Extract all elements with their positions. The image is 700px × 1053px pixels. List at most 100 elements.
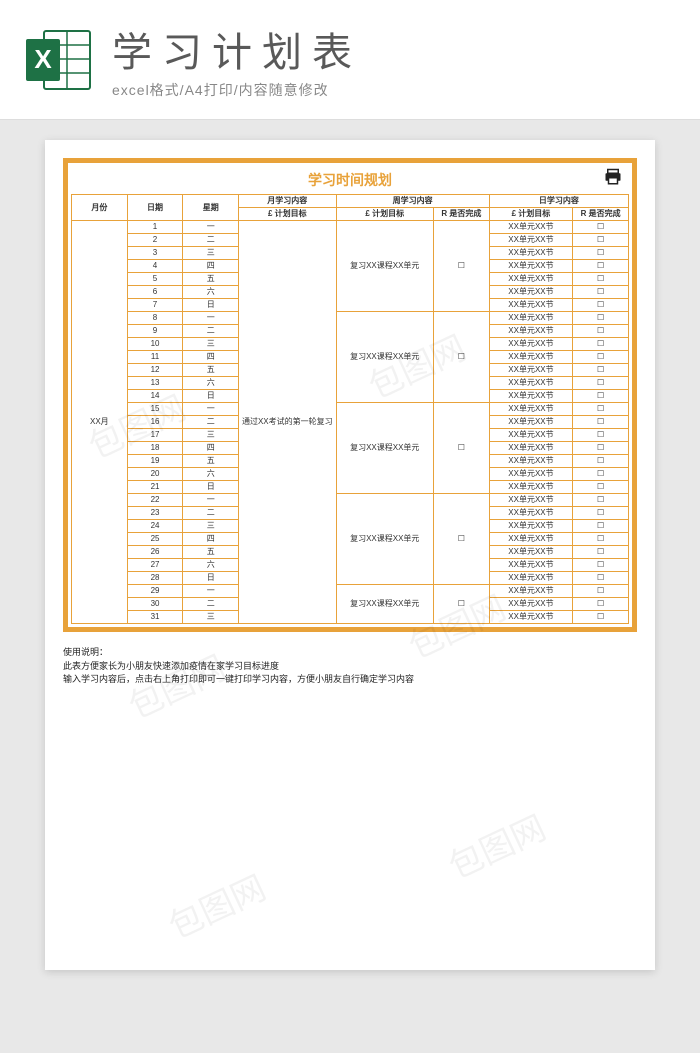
cell-day-plan[interactable]: XX单元XX节: [489, 481, 573, 494]
cell-day-done[interactable]: ☐: [573, 325, 629, 338]
cell-day-plan[interactable]: XX单元XX节: [489, 611, 573, 624]
cell-day-plan[interactable]: XX单元XX节: [489, 585, 573, 598]
th-day-group: 日学习内容: [489, 195, 628, 208]
cell-day-done[interactable]: ☐: [573, 377, 629, 390]
cell-day-done[interactable]: ☐: [573, 221, 629, 234]
cell-day-plan[interactable]: XX单元XX节: [489, 403, 573, 416]
cell-weekday: 六: [183, 377, 239, 390]
cell-date: 3: [127, 247, 183, 260]
cell-week-done[interactable]: ☐: [434, 221, 490, 312]
cell-weekday: 日: [183, 390, 239, 403]
cell-day-done[interactable]: ☐: [573, 507, 629, 520]
cell-day-done[interactable]: ☐: [573, 260, 629, 273]
cell-day-plan[interactable]: XX单元XX节: [489, 442, 573, 455]
cell-date: 5: [127, 273, 183, 286]
table-row: 15一复习XX课程XX单元☐XX单元XX节☐: [72, 403, 629, 416]
cell-day-done[interactable]: ☐: [573, 585, 629, 598]
cell-date: 22: [127, 494, 183, 507]
cell-week-plan[interactable]: 复习XX课程XX单元: [336, 312, 433, 403]
cell-day-done[interactable]: ☐: [573, 442, 629, 455]
cell-day-done[interactable]: ☐: [573, 338, 629, 351]
cell-day-plan[interactable]: XX单元XX节: [489, 364, 573, 377]
cell-month-plan[interactable]: 通过XX考试的第一轮复习: [239, 221, 336, 624]
cell-day-plan[interactable]: XX单元XX节: [489, 455, 573, 468]
cell-day-plan[interactable]: XX单元XX节: [489, 507, 573, 520]
cell-day-done[interactable]: ☐: [573, 299, 629, 312]
cell-day-done[interactable]: ☐: [573, 455, 629, 468]
cell-day-plan[interactable]: XX单元XX节: [489, 247, 573, 260]
cell-day-done[interactable]: ☐: [573, 390, 629, 403]
table-head: 月份 日期 星期 月学习内容 周学习内容 日学习内容 £ 计划目标 £ 计划目标…: [72, 195, 629, 221]
cell-day-plan[interactable]: XX单元XX节: [489, 429, 573, 442]
cell-week-plan[interactable]: 复习XX课程XX单元: [336, 494, 433, 585]
th-week-plan: £ 计划目标: [336, 208, 433, 221]
cell-day-plan[interactable]: XX单元XX节: [489, 559, 573, 572]
cell-day-done[interactable]: ☐: [573, 403, 629, 416]
cell-week-plan[interactable]: 复习XX课程XX单元: [336, 585, 433, 624]
cell-day-plan[interactable]: XX单元XX节: [489, 234, 573, 247]
cell-day-done[interactable]: ☐: [573, 351, 629, 364]
cell-week-done[interactable]: ☐: [434, 585, 490, 624]
cell-week-done[interactable]: ☐: [434, 403, 490, 494]
cell-day-done[interactable]: ☐: [573, 429, 629, 442]
cell-day-done[interactable]: ☐: [573, 416, 629, 429]
cell-day-plan[interactable]: XX单元XX节: [489, 598, 573, 611]
cell-day-plan[interactable]: XX单元XX节: [489, 494, 573, 507]
cell-week-plan[interactable]: 复习XX课程XX单元: [336, 403, 433, 494]
cell-weekday: 四: [183, 442, 239, 455]
cell-date: 8: [127, 312, 183, 325]
cell-day-done[interactable]: ☐: [573, 572, 629, 585]
cell-day-done[interactable]: ☐: [573, 468, 629, 481]
cell-weekday: 六: [183, 468, 239, 481]
cell-day-done[interactable]: ☐: [573, 247, 629, 260]
cell-day-done[interactable]: ☐: [573, 234, 629, 247]
cell-day-plan[interactable]: XX单元XX节: [489, 377, 573, 390]
cell-day-done[interactable]: ☐: [573, 481, 629, 494]
cell-day-plan[interactable]: XX单元XX节: [489, 468, 573, 481]
cell-day-done[interactable]: ☐: [573, 598, 629, 611]
cell-day-plan[interactable]: XX单元XX节: [489, 221, 573, 234]
cell-day-done[interactable]: ☐: [573, 546, 629, 559]
cell-day-done[interactable]: ☐: [573, 520, 629, 533]
cell-weekday: 日: [183, 481, 239, 494]
cell-weekday: 六: [183, 286, 239, 299]
cell-day-done[interactable]: ☐: [573, 286, 629, 299]
cell-day-plan[interactable]: XX单元XX节: [489, 273, 573, 286]
sub-title: excel格式/A4打印/内容随意修改: [112, 80, 676, 100]
cell-day-done[interactable]: ☐: [573, 312, 629, 325]
cell-day-plan[interactable]: XX单元XX节: [489, 520, 573, 533]
table-row: 22一复习XX课程XX单元☐XX单元XX节☐: [72, 494, 629, 507]
usage-heading: 使用说明：: [63, 646, 637, 660]
header-titles: 学习计划表 excel格式/A4打印/内容随意修改: [112, 20, 676, 100]
cell-day-plan[interactable]: XX单元XX节: [489, 351, 573, 364]
cell-day-done[interactable]: ☐: [573, 533, 629, 546]
cell-day-plan[interactable]: XX单元XX节: [489, 572, 573, 585]
cell-day-plan[interactable]: XX单元XX节: [489, 390, 573, 403]
cell-week-done[interactable]: ☐: [434, 494, 490, 585]
cell-date: 30: [127, 598, 183, 611]
cell-date: 21: [127, 481, 183, 494]
cell-day-plan[interactable]: XX单元XX节: [489, 338, 573, 351]
cell-day-done[interactable]: ☐: [573, 364, 629, 377]
cell-week-done[interactable]: ☐: [434, 312, 490, 403]
sheet-title-row: 学习时间规划: [71, 166, 629, 194]
cell-day-done[interactable]: ☐: [573, 559, 629, 572]
cell-day-plan[interactable]: XX单元XX节: [489, 533, 573, 546]
cell-day-done[interactable]: ☐: [573, 273, 629, 286]
cell-day-plan[interactable]: XX单元XX节: [489, 546, 573, 559]
print-icon[interactable]: [603, 168, 623, 186]
cell-day-plan[interactable]: XX单元XX节: [489, 260, 573, 273]
cell-date: 31: [127, 611, 183, 624]
cell-day-done[interactable]: ☐: [573, 494, 629, 507]
cell-day-plan[interactable]: XX单元XX节: [489, 299, 573, 312]
cell-date: 12: [127, 364, 183, 377]
cell-day-plan[interactable]: XX单元XX节: [489, 286, 573, 299]
cell-weekday: 五: [183, 273, 239, 286]
cell-day-plan[interactable]: XX单元XX节: [489, 416, 573, 429]
cell-day-plan[interactable]: XX单元XX节: [489, 325, 573, 338]
cell-day-done[interactable]: ☐: [573, 611, 629, 624]
cell-date: 27: [127, 559, 183, 572]
cell-weekday: 四: [183, 260, 239, 273]
cell-day-plan[interactable]: XX单元XX节: [489, 312, 573, 325]
cell-week-plan[interactable]: 复习XX课程XX单元: [336, 221, 433, 312]
